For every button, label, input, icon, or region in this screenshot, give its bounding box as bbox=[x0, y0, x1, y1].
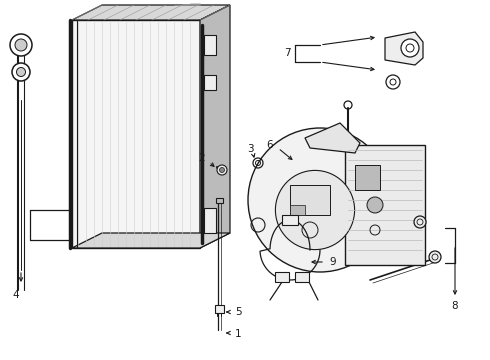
Bar bbox=[290, 185, 330, 215]
Text: 6: 6 bbox=[267, 140, 273, 150]
Text: 7: 7 bbox=[284, 48, 290, 58]
Text: 3: 3 bbox=[246, 144, 253, 154]
Bar bbox=[295, 272, 309, 282]
Circle shape bbox=[220, 167, 224, 172]
Bar bbox=[345, 145, 425, 265]
Circle shape bbox=[414, 216, 426, 228]
Circle shape bbox=[429, 251, 441, 263]
Bar bbox=[215, 305, 224, 313]
Polygon shape bbox=[72, 233, 230, 248]
Bar bbox=[204, 208, 216, 233]
Text: 4: 4 bbox=[13, 290, 19, 300]
Polygon shape bbox=[305, 123, 360, 153]
Circle shape bbox=[367, 197, 383, 213]
Circle shape bbox=[275, 170, 355, 249]
Circle shape bbox=[10, 34, 32, 56]
Text: 9: 9 bbox=[330, 257, 336, 267]
Polygon shape bbox=[72, 20, 200, 248]
Bar bbox=[282, 215, 298, 225]
Text: 1: 1 bbox=[235, 329, 241, 339]
Bar bbox=[275, 272, 289, 282]
Circle shape bbox=[217, 165, 227, 175]
Polygon shape bbox=[200, 5, 230, 248]
Bar bbox=[204, 35, 216, 55]
Circle shape bbox=[15, 39, 27, 51]
Text: 8: 8 bbox=[452, 301, 458, 311]
Bar bbox=[290, 205, 305, 215]
Bar bbox=[204, 75, 216, 90]
Polygon shape bbox=[385, 32, 423, 65]
Bar bbox=[355, 165, 380, 190]
Polygon shape bbox=[72, 5, 230, 20]
Text: 2: 2 bbox=[198, 153, 205, 163]
Circle shape bbox=[17, 68, 25, 77]
Circle shape bbox=[12, 63, 30, 81]
Bar bbox=[216, 198, 223, 203]
Circle shape bbox=[386, 75, 400, 89]
Circle shape bbox=[401, 39, 419, 57]
Circle shape bbox=[248, 128, 392, 272]
Text: 5: 5 bbox=[235, 307, 241, 317]
